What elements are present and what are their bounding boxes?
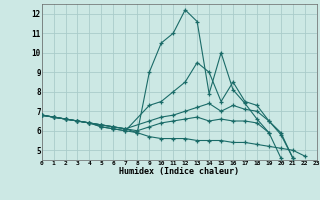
X-axis label: Humidex (Indice chaleur): Humidex (Indice chaleur) [119,167,239,176]
